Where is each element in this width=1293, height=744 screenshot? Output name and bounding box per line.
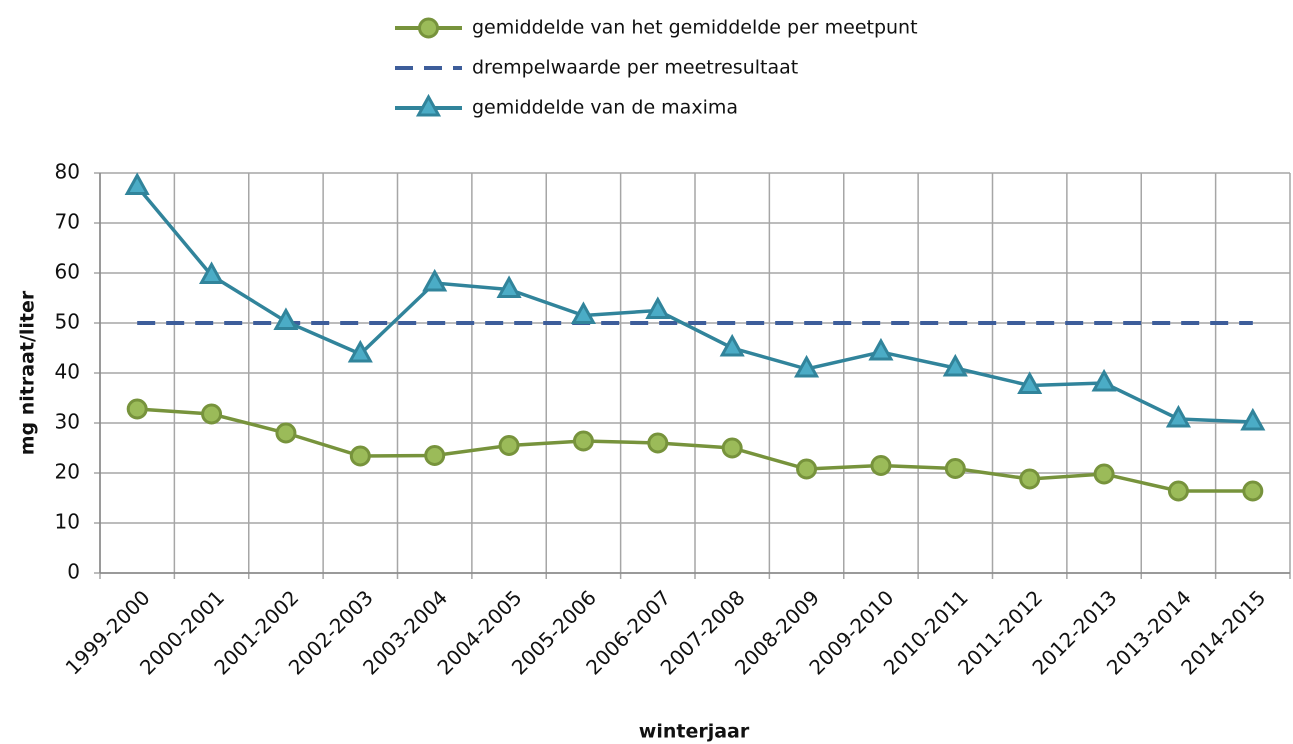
data-point: [199, 261, 225, 284]
data-point: [645, 296, 671, 319]
data-point: [1242, 480, 1264, 502]
legend-label: gemiddelde van de maxima: [472, 97, 738, 119]
data-point: [944, 458, 966, 479]
y-tick-label: 30: [55, 410, 80, 434]
data-point: [647, 432, 669, 454]
data-point: [273, 307, 299, 330]
data-point: [721, 437, 743, 459]
data-point: [870, 455, 892, 476]
y-tick-label: 20: [55, 460, 80, 484]
legend-marker: [415, 93, 442, 117]
legend-label: gemiddelde van het gemiddelde per meetpu…: [472, 17, 918, 39]
y-tick-label: 0: [67, 560, 80, 584]
data-point: [868, 337, 894, 361]
data-point: [570, 301, 596, 324]
data-point: [124, 172, 150, 195]
data-point: [498, 435, 520, 456]
data-point: [942, 353, 968, 377]
y-tick-label: 80: [55, 160, 80, 184]
data-point: [719, 333, 745, 357]
data-point: [794, 354, 820, 378]
data-point: [1091, 368, 1117, 392]
data-point: [1017, 371, 1043, 394]
y-tick-label: 60: [55, 260, 80, 284]
y-tick-label: 70: [55, 210, 80, 234]
data-point: [424, 445, 446, 466]
data-point: [347, 339, 373, 363]
data-point: [1093, 463, 1115, 485]
y-tick-label: 10: [55, 510, 80, 534]
data-point: [349, 445, 371, 467]
data-point: [1165, 404, 1191, 428]
data-point: [496, 275, 522, 298]
data-point: [572, 430, 594, 452]
data-point: [422, 268, 448, 292]
legend-label: drempelwaarde per meetresultaat: [472, 57, 798, 79]
y-axis-title: mg nitraat/liter: [17, 290, 39, 455]
series-line: [135, 185, 1253, 424]
y-tick-label: 50: [55, 310, 80, 334]
data-point: [126, 398, 148, 420]
data-point: [1019, 468, 1041, 490]
data-point: [1240, 407, 1266, 431]
y-tick-label: 40: [55, 360, 80, 384]
data-point: [201, 403, 223, 425]
legend-marker: [418, 17, 439, 39]
data-point: [1167, 480, 1189, 502]
series-line: [137, 407, 1253, 493]
x-axis-title: winterjaar: [639, 721, 750, 743]
data-point: [275, 422, 297, 444]
data-point: [796, 458, 818, 480]
